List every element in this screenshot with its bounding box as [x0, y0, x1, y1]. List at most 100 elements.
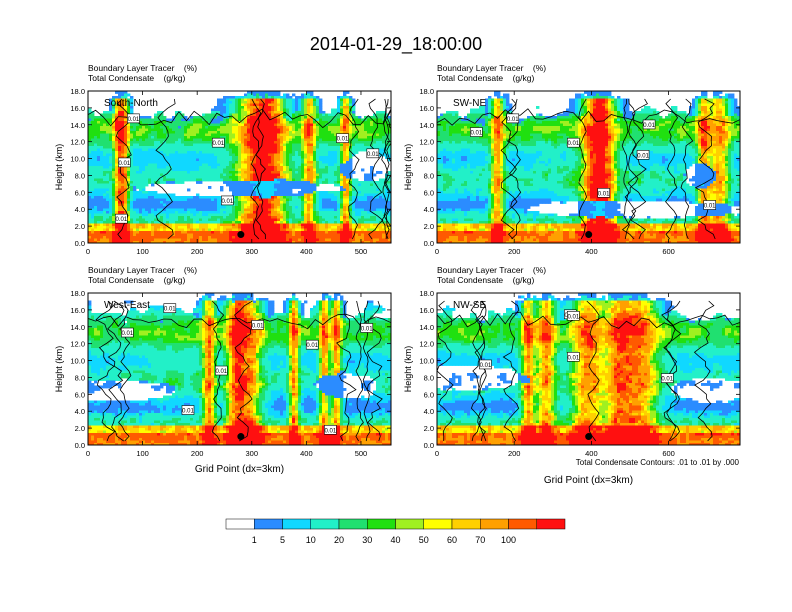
heatmap-cell	[280, 123, 284, 127]
heatmap-cell	[334, 131, 338, 134]
heatmap-cell	[271, 181, 275, 184]
heatmap-cell	[145, 228, 149, 232]
heatmap-cell	[256, 156, 260, 159]
heatmap-cell	[211, 228, 215, 232]
heatmap-cell	[193, 121, 197, 124]
heatmap-cell	[223, 148, 227, 152]
heatmap-cell	[133, 223, 137, 227]
heatmap-cell	[136, 223, 140, 227]
heatmap-cell	[388, 198, 391, 202]
heatmap-cell	[286, 96, 290, 99]
heatmap-cell	[367, 183, 371, 187]
heatmap-cell	[340, 148, 344, 152]
heatmap-cell	[127, 103, 131, 107]
heatmap-cell	[346, 96, 350, 99]
heatmap-cell	[346, 221, 350, 224]
heatmap-cell	[280, 193, 284, 197]
heatmap-cell	[379, 181, 383, 184]
heatmap-cell	[337, 218, 341, 222]
heatmap-cell	[190, 128, 194, 132]
heatmap-cell	[154, 221, 158, 224]
heatmap-cell	[262, 186, 266, 189]
heatmap-cell	[319, 191, 323, 194]
heatmap-cell	[190, 233, 194, 237]
heatmap-cell	[127, 156, 131, 159]
heatmap-cell	[136, 136, 140, 139]
heatmap-cell	[256, 98, 260, 102]
heatmap-cell	[304, 181, 308, 184]
heatmap-cell	[277, 106, 281, 109]
heatmap-cell	[211, 203, 215, 207]
heatmap-cell	[160, 218, 164, 222]
heatmap-cell	[286, 198, 290, 202]
heatmap-cell	[142, 196, 146, 199]
heatmap-cell	[94, 168, 98, 172]
heatmap-cell	[151, 121, 155, 124]
heatmap-cell	[151, 231, 155, 234]
heatmap-cell	[322, 123, 326, 127]
heatmap-cell	[121, 91, 125, 94]
heatmap-cell	[292, 136, 296, 139]
heatmap-cell	[340, 183, 344, 187]
heatmap-cell	[202, 166, 206, 169]
heatmap-cell	[175, 226, 179, 229]
heatmap-cell	[310, 158, 314, 162]
heatmap-cell	[187, 213, 191, 217]
heatmap-cell	[310, 138, 314, 142]
heatmap-cell	[241, 201, 245, 204]
heatmap-cell	[187, 121, 191, 124]
heatmap-cell	[91, 213, 95, 217]
heatmap-cell	[379, 138, 383, 142]
heatmap-cell	[349, 206, 353, 209]
heatmap-cell	[271, 158, 275, 162]
heatmap-cell	[124, 133, 128, 137]
heatmap-cell	[313, 161, 317, 164]
heatmap-cell	[271, 121, 275, 124]
heatmap-cell	[304, 121, 308, 124]
heatmap-cell	[199, 126, 203, 129]
heatmap-cell	[115, 143, 119, 147]
heatmap-cell	[292, 141, 296, 144]
heatmap-cell	[262, 126, 266, 129]
heatmap-cell	[361, 223, 365, 227]
heatmap-cell	[244, 196, 248, 199]
heatmap-cell	[268, 226, 272, 229]
heatmap-cell	[103, 168, 107, 172]
heatmap-cell	[382, 116, 386, 119]
heatmap-cell	[109, 176, 113, 179]
heatmap-cell	[325, 206, 329, 209]
heatmap-cell	[178, 126, 182, 129]
heatmap-cell	[370, 168, 374, 172]
heatmap-cell	[178, 133, 182, 137]
heatmap-cell	[232, 218, 236, 222]
heatmap-cell	[124, 151, 128, 154]
heatmap-cell	[361, 198, 365, 202]
heatmap-cell	[256, 198, 260, 202]
heatmap-cell	[88, 171, 92, 174]
heatmap-cell	[334, 176, 338, 179]
heatmap-cell	[148, 138, 152, 142]
heatmap-cell	[208, 158, 212, 162]
heatmap-cell	[229, 118, 233, 122]
heatmap-cell	[241, 196, 245, 199]
heatmap-cell	[313, 131, 317, 134]
heatmap-cell	[112, 196, 116, 199]
heatmap-cell	[340, 223, 344, 227]
heatmap-cell	[169, 141, 173, 144]
heatmap-cell	[385, 123, 389, 127]
heatmap-cell	[88, 231, 92, 234]
heatmap-cell	[226, 143, 230, 147]
heatmap-cell	[367, 228, 371, 232]
heatmap-cell	[130, 158, 134, 162]
heatmap-cell	[97, 176, 101, 179]
heatmap-cell	[307, 118, 311, 122]
heatmap-cell	[154, 171, 158, 174]
heatmap-cell	[124, 121, 128, 124]
heatmap-cell	[370, 228, 374, 232]
heatmap-cell	[283, 156, 287, 159]
heatmap-cell	[172, 133, 176, 137]
heatmap-cell	[184, 163, 188, 167]
heatmap-cell	[343, 191, 347, 194]
heatmap-cell	[313, 116, 317, 119]
heatmap-cell	[136, 151, 140, 154]
